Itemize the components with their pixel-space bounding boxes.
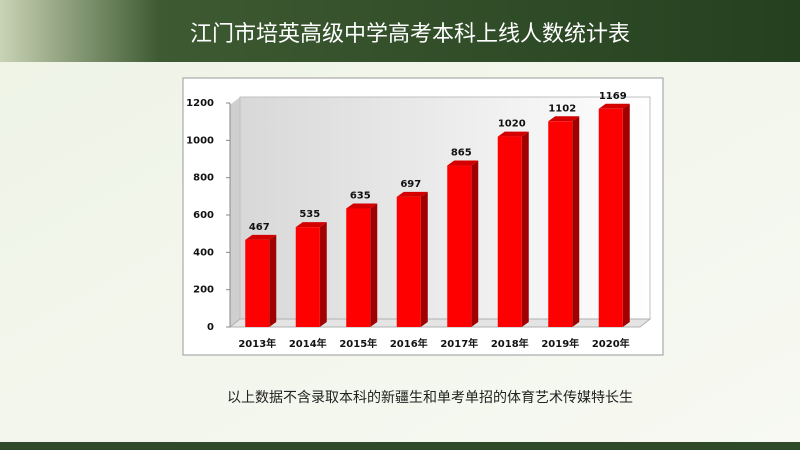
bar-top [497, 131, 529, 137]
x-tick-label: 2018年 [491, 337, 529, 350]
data-label: 1020 [498, 119, 526, 130]
bar-side [622, 103, 630, 327]
data-label: 635 [350, 190, 371, 201]
bar-top [346, 203, 378, 209]
x-tick-label: 2016年 [390, 337, 428, 350]
bar-top [295, 222, 327, 228]
data-label: 697 [400, 179, 421, 190]
data-label: 865 [451, 148, 472, 159]
y-tick-label: 400 [193, 247, 214, 258]
floor [228, 318, 652, 328]
data-label: 535 [299, 209, 320, 220]
bar [295, 227, 320, 327]
y-tick-label: 1000 [186, 135, 214, 146]
y-tick-label: 800 [193, 173, 214, 184]
y-tick-label: 600 [193, 210, 214, 221]
x-tick-label: 2020年 [592, 337, 630, 350]
bar [346, 208, 371, 327]
data-label: 467 [249, 222, 270, 233]
bar [548, 121, 573, 327]
bar-side [572, 116, 580, 327]
note: 以上数据不含录取本科的新疆生和单考单招的体育艺术传媒特长生 [227, 390, 633, 406]
bar-top [396, 191, 428, 197]
x-tick-label: 2017年 [440, 337, 478, 350]
y-tick-label: 0 [207, 322, 214, 333]
bar [447, 165, 472, 327]
bar-top [447, 160, 479, 166]
y-tick-label: 1200 [186, 98, 214, 109]
bar [497, 136, 522, 327]
bar-side [420, 191, 428, 327]
data-label: 1102 [548, 103, 576, 114]
bar-side [269, 234, 277, 327]
y-tick-label: 200 [193, 285, 214, 296]
slide-title: 江门市培英高级中学高考本科上线人数统计表 [190, 22, 630, 47]
x-tick-label: 2014年 [289, 337, 327, 350]
bar-side [370, 203, 378, 327]
bar [245, 239, 270, 327]
bar-top [548, 116, 580, 122]
data-label: 1169 [599, 91, 627, 102]
bar [598, 108, 623, 327]
footer-band [0, 442, 800, 450]
bar-side [521, 131, 529, 327]
bar [396, 196, 421, 327]
title-band [0, 0, 800, 62]
bar-top [245, 234, 277, 240]
bar-top [598, 103, 630, 109]
bar-side [471, 160, 479, 327]
x-tick-label: 2015年 [339, 337, 377, 350]
x-tick-label: 2019年 [541, 337, 579, 350]
side-wall [230, 97, 240, 327]
bar-side [319, 222, 327, 327]
x-tick-label: 2013年 [238, 337, 276, 350]
